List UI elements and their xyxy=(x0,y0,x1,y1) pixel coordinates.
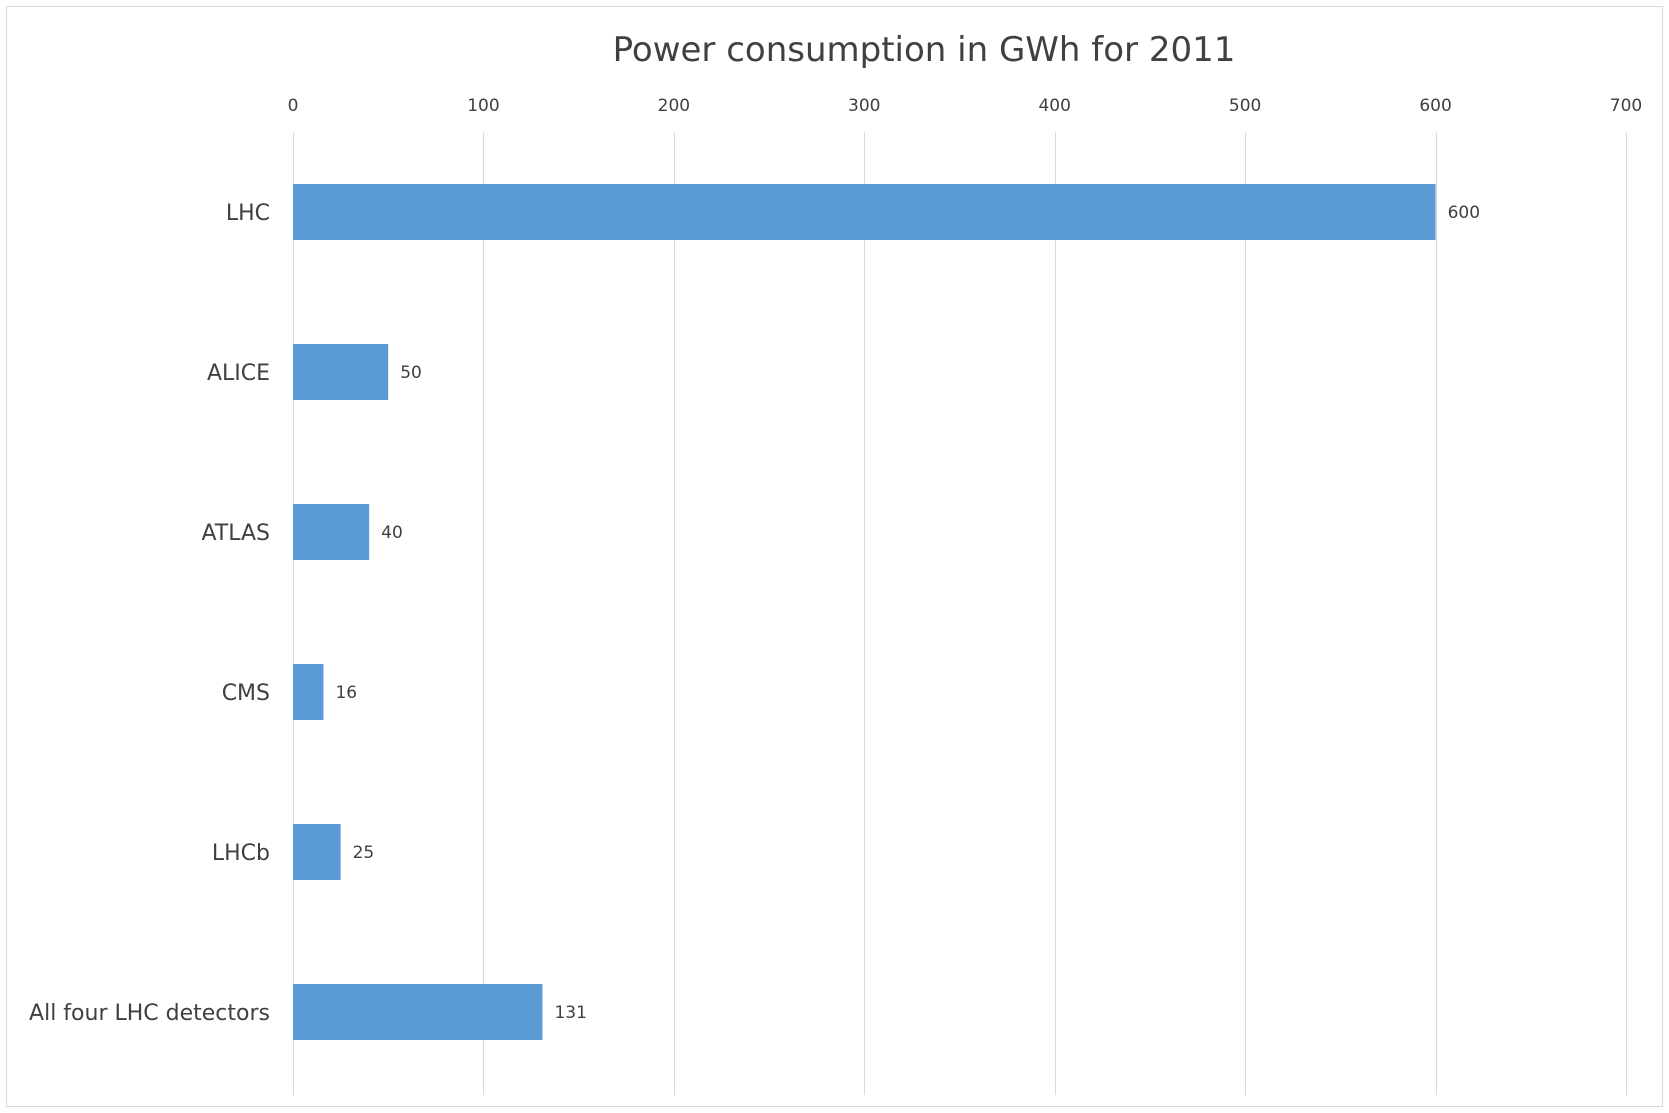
category-label-2: ATLAS xyxy=(201,521,270,546)
bars xyxy=(293,184,1436,1040)
x-axis-ticks: 0 100 200 300 400 500 600 700 xyxy=(288,96,1643,116)
tick-label-100: 100 xyxy=(467,96,499,116)
tick-label-500: 500 xyxy=(1229,96,1261,116)
bar-3 xyxy=(293,664,324,720)
category-label-5: All four LHC detectors xyxy=(29,1001,270,1026)
tick-label-300: 300 xyxy=(848,96,880,116)
tick-label-700: 700 xyxy=(1610,96,1642,116)
data-label-2: 40 xyxy=(381,523,403,543)
tick-label-400: 400 xyxy=(1038,96,1070,116)
chart-title: Power consumption in GWh for 2011 xyxy=(613,30,1236,70)
bar-4 xyxy=(293,824,341,880)
tick-label-0: 0 xyxy=(288,96,299,116)
data-label-1: 50 xyxy=(400,363,422,383)
category-labels: LHC ALICE ATLAS CMS LHCb All four LHC detecto… xyxy=(29,201,270,1026)
category-label-4: LHCb xyxy=(212,841,270,866)
bar-0 xyxy=(293,184,1436,240)
tick-label-600: 600 xyxy=(1419,96,1451,116)
bar-5 xyxy=(293,984,543,1040)
data-labels: 600 50 40 16 25 131 xyxy=(335,203,1480,1023)
category-label-0: LHC xyxy=(226,201,270,226)
category-label-1: ALICE xyxy=(207,361,270,386)
data-label-0: 600 xyxy=(1448,203,1480,223)
data-label-5: 131 xyxy=(554,1003,586,1023)
tick-label-200: 200 xyxy=(658,96,690,116)
data-label-3: 16 xyxy=(335,683,357,703)
data-label-4: 25 xyxy=(353,843,375,863)
category-label-3: CMS xyxy=(222,681,270,706)
bar-2 xyxy=(293,504,370,560)
bar-1 xyxy=(293,344,389,400)
gridlines xyxy=(293,132,1627,1095)
